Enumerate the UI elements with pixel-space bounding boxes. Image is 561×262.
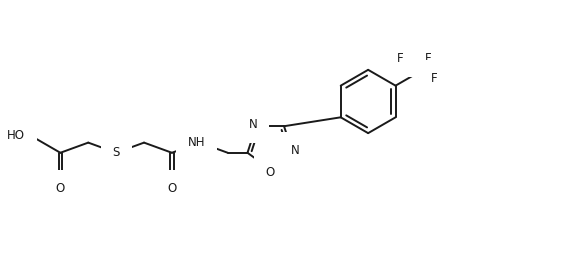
- Text: O: O: [265, 166, 275, 179]
- Text: F: F: [431, 72, 438, 85]
- Text: F: F: [397, 52, 404, 66]
- Text: O: O: [167, 182, 177, 195]
- Text: S: S: [112, 146, 120, 159]
- Text: HO: HO: [7, 129, 25, 143]
- Text: F: F: [425, 52, 431, 66]
- Text: O: O: [56, 182, 65, 195]
- Text: NH: NH: [188, 136, 205, 149]
- Text: H: H: [196, 138, 204, 148]
- Text: N: N: [291, 144, 300, 157]
- Text: N: N: [249, 118, 257, 131]
